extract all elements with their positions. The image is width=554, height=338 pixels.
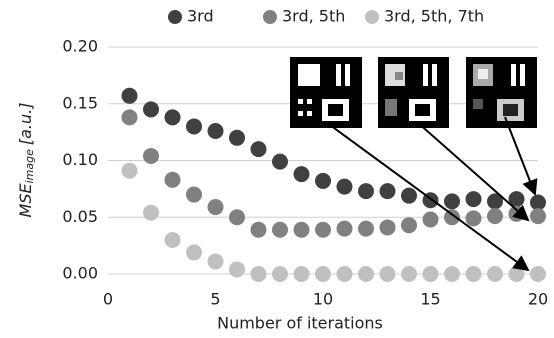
x-tick-label: 15: [420, 290, 440, 309]
y-axis-label: MSEimage [a.u.]: [16, 103, 37, 218]
data-point: [530, 194, 546, 210]
data-point: [358, 221, 374, 237]
data-point: [337, 221, 353, 237]
data-point: [229, 261, 245, 277]
data-point: [466, 266, 482, 282]
data-point: [165, 109, 181, 125]
y-tick-label: 0.10: [62, 150, 98, 169]
y-label-suffix: [a.u.]: [16, 103, 35, 146]
arrow: [505, 117, 535, 194]
legend-label: 3rd: [187, 7, 214, 26]
x-tick-label: 20: [528, 290, 548, 309]
data-point: [229, 209, 245, 225]
legend-label: 3rd, 5th: [282, 7, 345, 26]
data-point: [315, 173, 331, 189]
data-point: [186, 187, 202, 203]
data-point: [380, 183, 396, 199]
data-point: [509, 266, 525, 282]
data-point: [272, 154, 288, 170]
data-point: [337, 266, 353, 282]
data-point: [487, 266, 503, 282]
data-point: [229, 130, 245, 146]
data-point: [315, 266, 331, 282]
data-point: [444, 266, 460, 282]
data-point: [122, 163, 138, 179]
data-point: [251, 222, 267, 238]
chart: Number of iterations MSEimage [a.u.] 0.00…: [0, 0, 554, 338]
data-point: [380, 219, 396, 235]
data-point: [143, 101, 159, 117]
data-point: [186, 244, 202, 260]
data-point: [251, 266, 267, 282]
x-tick-label: 10: [313, 290, 333, 309]
data-point: [165, 232, 181, 248]
data-point: [315, 222, 331, 238]
data-point: [423, 266, 439, 282]
data-point: [122, 109, 138, 125]
data-point: [186, 118, 202, 134]
data-point: [358, 266, 374, 282]
y-tick-label: 0.20: [62, 37, 98, 56]
legend-marker: [365, 10, 379, 24]
data-point: [272, 266, 288, 282]
legend-marker: [168, 10, 182, 24]
data-point: [530, 266, 546, 282]
data-point: [165, 172, 181, 188]
y-label-sub: image: [23, 149, 36, 183]
data-point: [401, 217, 417, 233]
data-point: [272, 222, 288, 238]
x-tick-label: 5: [210, 290, 220, 309]
data-point: [358, 183, 374, 199]
data-point: [487, 208, 503, 224]
y-tick-label: 0.15: [62, 93, 98, 112]
y-tick-label: 0.00: [62, 264, 98, 283]
legend-marker: [263, 10, 277, 24]
data-point: [122, 88, 138, 104]
data-point: [401, 188, 417, 204]
y-tick-label: 0.05: [62, 207, 98, 226]
data-point: [208, 123, 224, 139]
data-point: [251, 141, 267, 157]
data-point: [143, 205, 159, 221]
data-point: [466, 191, 482, 207]
legend-label: 3rd, 5th, 7th: [384, 7, 484, 26]
x-axis-label: Number of iterations: [217, 314, 383, 333]
data-point: [143, 148, 159, 164]
y-label-main: MSE: [16, 183, 35, 218]
inset-images: [290, 57, 537, 270]
data-point: [208, 199, 224, 215]
x-tick-label: 0: [103, 290, 113, 309]
data-point: [444, 193, 460, 209]
data-point: [380, 266, 396, 282]
data-point: [294, 222, 310, 238]
data-point: [530, 208, 546, 224]
data-point: [466, 210, 482, 226]
data-point: [423, 212, 439, 228]
data-point: [337, 179, 353, 195]
data-point: [294, 266, 310, 282]
data-point: [294, 166, 310, 182]
data-point: [208, 254, 224, 270]
data-point: [401, 266, 417, 282]
